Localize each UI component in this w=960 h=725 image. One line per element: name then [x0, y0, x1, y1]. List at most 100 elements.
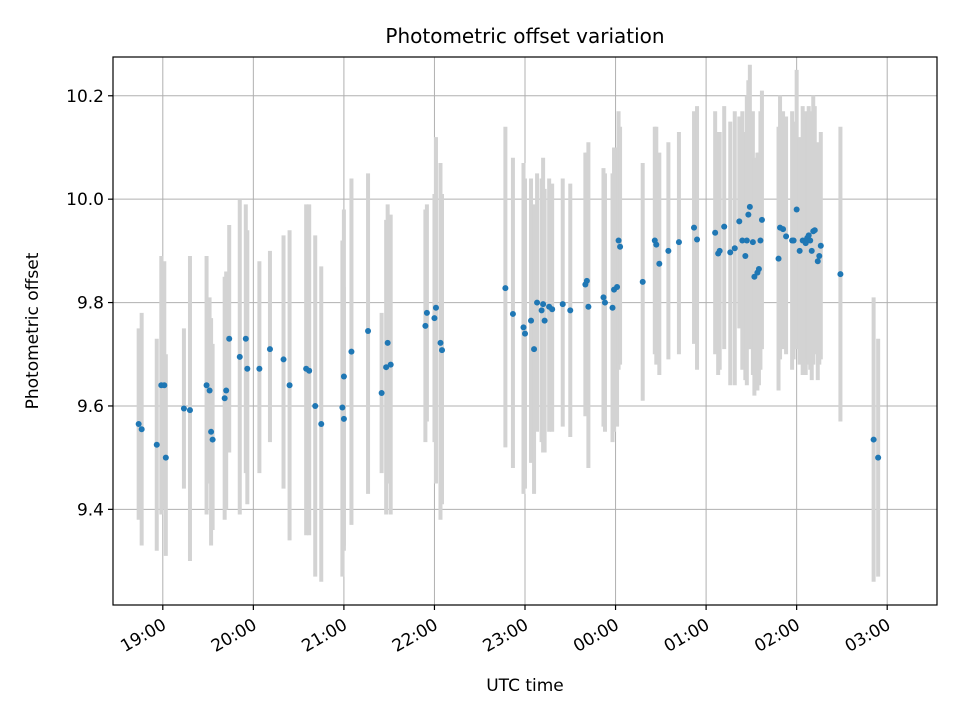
data-point [540, 301, 547, 308]
data-point [534, 299, 541, 306]
data-point [135, 421, 142, 428]
data-point [223, 387, 230, 394]
y-tick-label: 9.4 [77, 500, 104, 520]
data-point [208, 428, 215, 435]
data-point [814, 258, 821, 265]
y-tick-label: 10.0 [66, 190, 104, 210]
data-point [509, 310, 516, 317]
data-point [653, 241, 660, 248]
data-point [796, 247, 803, 254]
data-point [256, 365, 263, 372]
data-point [583, 277, 590, 284]
data-point [600, 294, 607, 301]
chart-title: Photometric offset variation [385, 24, 664, 48]
data-point [793, 206, 800, 213]
data-point [339, 404, 346, 411]
data-point [312, 402, 319, 409]
data-points [135, 203, 882, 461]
data-point [749, 239, 756, 246]
data-point [755, 265, 762, 272]
data-point [162, 454, 169, 461]
data-point [365, 328, 372, 334]
y-tick-label: 10.2 [66, 87, 104, 107]
data-point [438, 347, 445, 354]
data-point [585, 303, 592, 310]
data-point [808, 247, 815, 254]
data-point [387, 361, 394, 368]
data-point [780, 226, 787, 233]
data-point [502, 285, 509, 292]
data-point [203, 382, 210, 389]
data-point [870, 436, 877, 443]
data-point [138, 426, 145, 433]
data-point [209, 436, 216, 443]
data-point [727, 249, 734, 256]
data-point [538, 307, 545, 314]
data-point [743, 237, 750, 244]
data-point [751, 273, 758, 280]
data-point [746, 203, 753, 210]
data-point [775, 255, 782, 262]
data-point [783, 233, 790, 240]
x-axis-label: UTC time [486, 676, 564, 696]
data-point [694, 236, 701, 243]
data-point [567, 307, 574, 314]
data-point [244, 365, 251, 372]
data-point [431, 315, 438, 322]
data-point [837, 271, 844, 278]
data-point [875, 454, 882, 461]
data-point [665, 247, 672, 254]
data-point [736, 218, 743, 225]
data-point [691, 224, 698, 231]
data-point [790, 237, 797, 244]
data-point [206, 387, 213, 394]
data-point [384, 339, 391, 346]
data-point [528, 317, 535, 324]
y-tick-label: 9.6 [77, 397, 104, 417]
data-point [601, 299, 608, 306]
data-point [236, 353, 243, 360]
data-point [348, 348, 355, 355]
data-point [614, 284, 621, 291]
data-point [757, 237, 764, 244]
data-point [153, 441, 160, 448]
data-point [739, 237, 746, 244]
data-point [266, 346, 273, 353]
data-point [817, 242, 824, 249]
data-point [609, 304, 616, 311]
data-point [180, 405, 187, 412]
data-point [340, 415, 347, 422]
data-point [541, 317, 548, 324]
data-point [549, 306, 556, 313]
data-point [559, 301, 566, 308]
data-point [221, 395, 228, 402]
data-point [816, 253, 823, 260]
data-point [531, 346, 538, 353]
data-point [802, 240, 809, 247]
data-point [742, 253, 749, 260]
data-point [617, 243, 624, 250]
data-point [721, 223, 728, 230]
data-point [286, 382, 293, 389]
data-point [280, 356, 287, 363]
data-point [805, 232, 812, 239]
data-point [340, 373, 347, 380]
data-point [745, 211, 752, 218]
data-point [432, 304, 439, 311]
data-point [522, 330, 528, 337]
data-point [186, 407, 193, 414]
data-point [378, 390, 385, 397]
y-tick-label: 9.8 [77, 294, 104, 314]
data-point [437, 339, 444, 346]
data-point [422, 322, 429, 329]
y-axis-label: Photometric offset [23, 252, 43, 409]
data-point [639, 278, 646, 285]
data-point [383, 364, 390, 371]
data-point [712, 229, 719, 236]
data-point [242, 335, 249, 342]
data-point [306, 367, 313, 374]
data-point [811, 227, 818, 234]
data-point [615, 237, 622, 244]
